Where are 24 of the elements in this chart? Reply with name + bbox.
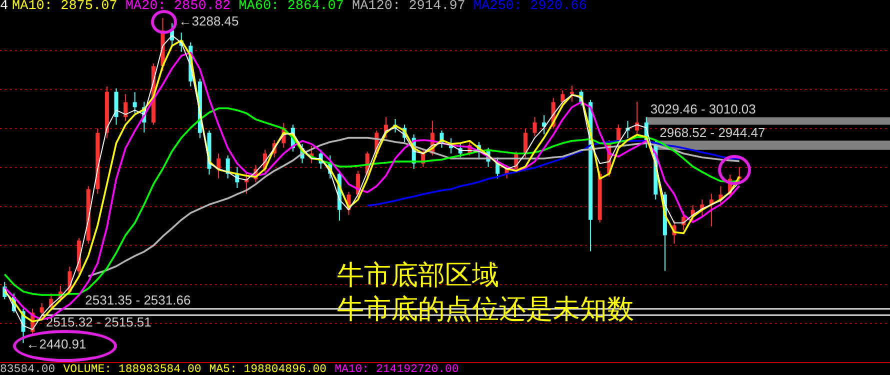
band-label: 2968.52 - 2944.47 [660, 124, 766, 140]
candlestick [216, 153, 221, 179]
band-label: 2531.35 - 2531.66 [85, 292, 191, 308]
text: MA250: 2920.66 [473, 0, 587, 14]
candlestick [124, 94, 128, 122]
candlestick [560, 90, 565, 108]
candlestick [523, 128, 528, 158]
band-label: 3029.46 - 3010.03 [650, 101, 756, 116]
candlestick [132, 92, 137, 114]
annotation: ←2440.91 [26, 336, 86, 352]
text: MA120: 2914.97 [352, 0, 466, 14]
text: 83584.00 [0, 363, 56, 375]
text: MA10: 2875.07 [12, 0, 118, 14]
text: MA60: 2864.07 [238, 0, 344, 14]
annotation: ←3288.45 [178, 14, 239, 29]
text: MA10: 214192720.00 [334, 363, 459, 375]
text: MA20: 2850.82 [125, 0, 231, 14]
annotation: 4 [0, 0, 8, 14]
candlestick [532, 116, 537, 137]
band-label: 2515.32 - 2515.51 [46, 314, 152, 330]
candlestick [40, 302, 44, 319]
annotation: 牛市底部区域 [337, 259, 500, 292]
text: MA5: 198804896.00 [209, 363, 327, 375]
text: VOLUME: 188983584.00 [63, 363, 202, 375]
